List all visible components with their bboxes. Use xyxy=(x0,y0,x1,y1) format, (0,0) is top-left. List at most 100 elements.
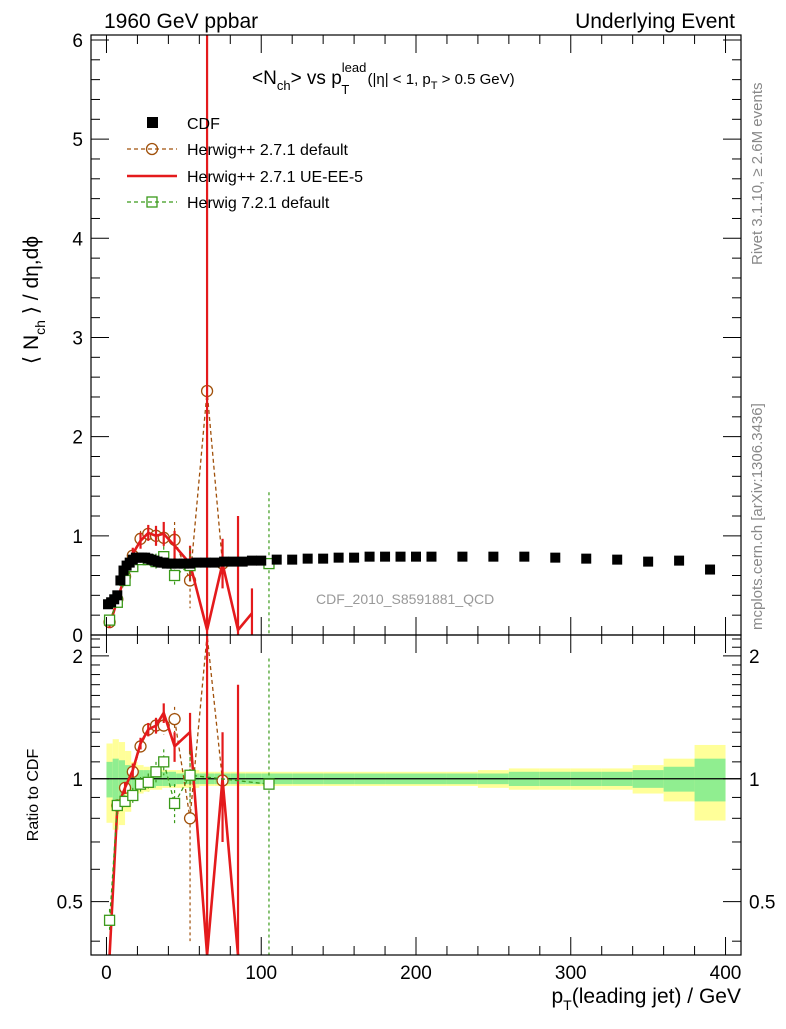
main-ytick-label: 4 xyxy=(72,229,83,250)
ratio-herwig-default-point xyxy=(168,712,181,726)
ratio-band-inner xyxy=(112,758,119,802)
ratio-band-inner xyxy=(106,761,113,798)
legend-herwig72-marker xyxy=(146,196,158,208)
main-cdf-point xyxy=(178,558,189,569)
ratio-marks xyxy=(103,634,275,956)
main-cdf-point xyxy=(364,551,375,562)
main-cdf-point xyxy=(705,564,716,575)
side-label-top: Rivet 3.1.10, ≥ 2.6M events xyxy=(749,83,766,266)
watermark: CDF_2010_S8591881_QCD xyxy=(316,591,494,607)
main-cdf-point xyxy=(550,552,561,563)
ratio-axes: 0.5 0.5 1 1 2 2 0 100 200 300 400 xyxy=(57,635,775,984)
main-cdf-point xyxy=(287,554,298,565)
main-cdf-point xyxy=(395,551,406,562)
main-ytick-label: 3 xyxy=(72,328,83,349)
main-title: <Nch> vs plead T (|η| < 1, pT > 0.5 GeV) xyxy=(252,60,515,97)
legend-cdf-label: CDF xyxy=(187,116,220,133)
main-herwig-default-line xyxy=(108,390,224,623)
header-left: 1960 GeV ppbar xyxy=(104,10,258,33)
ratio-herwig72-point xyxy=(103,914,116,926)
main-cdf-point xyxy=(411,551,421,562)
legend-entry-herwig-default: Herwig++ 2.7.1 default xyxy=(127,142,349,159)
main-plot-panel: 0 1 2 3 4 5 6 <Nch> vs plead T (|η| < 1, pT > 0… xyxy=(20,31,742,647)
main-ytick-label: 6 xyxy=(72,31,83,52)
main-cdf-point xyxy=(185,558,196,569)
main-herwig72-point xyxy=(103,614,116,626)
main-cdf-point xyxy=(256,555,267,566)
ratio-herwig72-point xyxy=(127,789,139,802)
legend: CDF Herwig++ 2.7.1 default Herwig++ 2.7.… xyxy=(127,116,363,212)
x-axis-label: pT(leading jet) / GeV xyxy=(551,985,741,1013)
ratio-herwig72-point xyxy=(263,778,275,790)
ratio-herwig72-point xyxy=(168,797,181,810)
main-cdf-point xyxy=(519,551,530,562)
main-cdf-point xyxy=(333,552,344,563)
ratio-herwig72-point xyxy=(184,769,196,781)
main-cdf-point xyxy=(271,554,282,565)
legend-cdf-marker xyxy=(147,117,158,128)
main-marks xyxy=(103,35,716,635)
main-cdf-point xyxy=(166,558,177,569)
main-cdf-point xyxy=(318,553,329,564)
x-tick-label: 400 xyxy=(710,963,742,984)
main-cdf-point xyxy=(172,558,183,569)
main-cdf-point xyxy=(237,556,248,567)
main-cdf-point xyxy=(612,554,623,565)
ratio-band-inner xyxy=(118,760,126,800)
main-cdf-point xyxy=(643,556,654,567)
legend-herwig-ueee5-label: Herwig++ 2.7.1 UE-EE-5 xyxy=(187,169,363,186)
main-herwig72-point xyxy=(168,569,181,582)
ratio-ytick-label-right: 0.5 xyxy=(749,893,775,914)
ratio-ytick-label: 2 xyxy=(72,647,83,668)
main-cdf-point xyxy=(112,590,123,601)
main-cdf-point xyxy=(200,557,211,568)
main-cdf-point xyxy=(209,557,220,568)
legend-entry-herwig-ueee5: Herwig++ 2.7.1 UE-EE-5 xyxy=(127,169,363,186)
legend-herwig-default-marker xyxy=(145,142,159,156)
main-cdf-point xyxy=(457,551,468,562)
legend-herwig-default-label: Herwig++ 2.7.1 default xyxy=(187,142,349,159)
x-tick-label: 300 xyxy=(555,963,587,984)
main-cdf-point xyxy=(674,555,685,566)
main-cdf-point xyxy=(115,575,126,586)
main-herwig-ueee5-line xyxy=(108,531,253,633)
legend-herwig72-label: Herwig 7.2.1 default xyxy=(187,195,330,212)
main-ytick-label: 0 xyxy=(72,626,83,647)
main-cdf-point xyxy=(228,556,239,567)
main-cdf-point xyxy=(302,553,313,564)
ratio-herwig72-point xyxy=(150,766,162,778)
main-ytick-label: 1 xyxy=(72,527,83,548)
x-tick-label: 100 xyxy=(245,963,277,984)
ratio-ytick-label-right: 2 xyxy=(749,647,760,668)
x-tick-label: 0 xyxy=(101,963,112,984)
side-label-bottom: mcplots.cern.ch [arXiv:1306.3436] xyxy=(749,403,766,630)
main-cdf-point xyxy=(488,551,499,562)
main-cdf-point xyxy=(191,557,202,568)
ratio-ylabel: Ratio to CDF xyxy=(25,749,42,842)
legend-entry-herwig72: Herwig 7.2.1 default xyxy=(127,195,330,212)
ratio-ytick-label-right: 1 xyxy=(749,770,760,791)
ratio-herwig72-point xyxy=(119,795,131,808)
ratio-herwig72-point xyxy=(158,756,170,768)
ratio-band-inner xyxy=(694,758,726,802)
main-ytick-label: 5 xyxy=(72,130,83,151)
main-ytick-label: 2 xyxy=(72,428,83,449)
main-ylabel: ⟨ Nch ⟩ / dη,dϕ xyxy=(20,236,48,364)
legend-entry-cdf: CDF xyxy=(147,116,220,133)
ratio-plot-panel: 0.5 0.5 1 1 2 2 0 100 200 300 400 Ratio to CDF pT(… xyxy=(25,634,775,1013)
main-cdf-point xyxy=(380,551,391,562)
x-tick-label: 200 xyxy=(400,963,432,984)
ratio-ytick-label: 0.5 xyxy=(57,893,83,914)
main-cdf-point xyxy=(246,555,257,566)
main-cdf-point xyxy=(219,556,230,567)
main-axes: 0 1 2 3 4 5 6 xyxy=(72,31,741,647)
main-cdf-point xyxy=(426,551,437,562)
ratio-plot-frame xyxy=(90,634,742,956)
ratio-herwig-default-point xyxy=(183,812,197,825)
ratio-herwig72-point xyxy=(142,776,154,788)
ratio-ytick-label: 1 xyxy=(72,770,83,791)
header-right: Underlying Event xyxy=(575,10,735,33)
main-cdf-point xyxy=(581,553,592,564)
main-cdf-point xyxy=(349,552,360,563)
